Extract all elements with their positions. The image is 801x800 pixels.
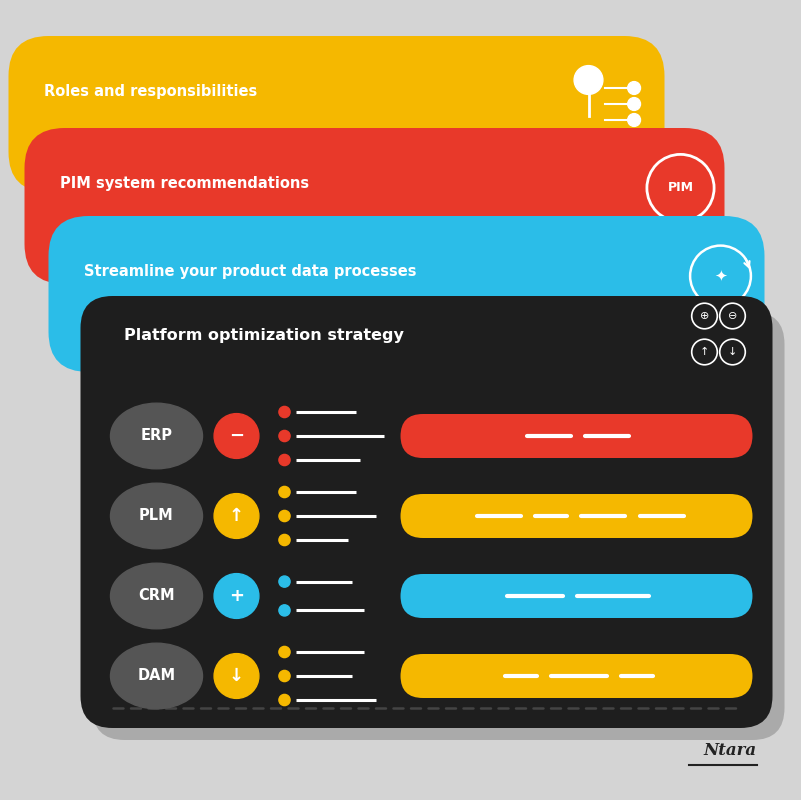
FancyBboxPatch shape [80,296,772,728]
Circle shape [574,66,603,94]
FancyBboxPatch shape [9,36,665,192]
Text: ERP: ERP [140,429,172,443]
Circle shape [279,534,290,546]
FancyBboxPatch shape [400,654,752,698]
Text: ↑: ↑ [229,507,244,525]
Text: Platform optimization strategy: Platform optimization strategy [124,328,405,343]
Text: PLM: PLM [139,509,174,523]
Circle shape [628,82,641,94]
Circle shape [279,576,290,587]
Text: ↑: ↑ [700,347,709,357]
Text: Ntara: Ntara [703,742,756,759]
Circle shape [214,414,259,458]
Text: DAM: DAM [138,669,175,683]
Text: CRM: CRM [139,589,175,603]
Text: ⊕: ⊕ [700,311,709,321]
Circle shape [279,646,290,658]
Ellipse shape [111,403,203,469]
Circle shape [279,454,290,466]
Circle shape [628,114,641,126]
Text: ✦: ✦ [714,269,727,283]
FancyBboxPatch shape [49,216,764,372]
Circle shape [279,605,290,616]
Circle shape [279,694,290,706]
FancyBboxPatch shape [400,574,752,618]
Text: Roles and responsibilities: Roles and responsibilities [45,84,258,99]
Text: +: + [229,587,244,605]
Ellipse shape [111,643,203,709]
Circle shape [214,574,259,618]
Circle shape [279,670,290,682]
Ellipse shape [111,483,203,549]
Text: PIM: PIM [667,182,694,194]
Text: ⊖: ⊖ [728,311,737,321]
Ellipse shape [111,563,203,629]
Circle shape [279,430,290,442]
Text: Streamline your product data processes: Streamline your product data processes [84,264,417,279]
Circle shape [279,486,290,498]
Text: ↓: ↓ [229,667,244,685]
FancyBboxPatch shape [400,414,752,458]
Text: ↓: ↓ [728,347,737,357]
Circle shape [214,654,259,698]
Text: PIM system recommendations: PIM system recommendations [61,176,310,191]
Text: −: − [229,427,244,445]
FancyBboxPatch shape [25,128,724,284]
FancyBboxPatch shape [92,312,784,740]
Circle shape [279,510,290,522]
Circle shape [279,406,290,418]
Circle shape [214,494,259,538]
Circle shape [647,154,714,222]
FancyBboxPatch shape [400,494,752,538]
Circle shape [628,98,641,110]
